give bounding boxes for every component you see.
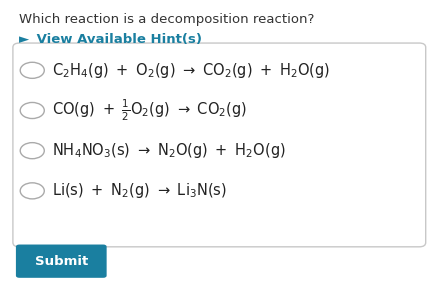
Text: $\mathrm{CO(g)\ +\ \frac{1}{2}O_2(g)\ \rightarrow\ CO_2(g)}$: $\mathrm{CO(g)\ +\ \frac{1}{2}O_2(g)\ \r… [52, 98, 247, 123]
Text: $\mathrm{NH_4NO_3(s)\ \rightarrow\ N_2O(g)\ +\ H_2O(g)}$: $\mathrm{NH_4NO_3(s)\ \rightarrow\ N_2O(… [52, 141, 286, 160]
Circle shape [20, 183, 44, 199]
Text: $\mathrm{Li(s)\ +\ N_2(g)\ \rightarrow\ Li_3N(s)}$: $\mathrm{Li(s)\ +\ N_2(g)\ \rightarrow\ … [52, 181, 227, 200]
Text: View Available Hint(s): View Available Hint(s) [32, 33, 202, 46]
Circle shape [20, 102, 44, 119]
Text: Submit: Submit [35, 255, 88, 268]
FancyBboxPatch shape [13, 43, 426, 247]
Circle shape [20, 143, 44, 159]
Text: Which reaction is a decomposition reaction?: Which reaction is a decomposition reacti… [19, 13, 315, 26]
FancyBboxPatch shape [16, 245, 107, 278]
Circle shape [20, 62, 44, 78]
Text: $\mathrm{C_2H_4(g)\ +\ O_2(g)\ \rightarrow\ CO_2(g)\ +\ H_2O(g)}$: $\mathrm{C_2H_4(g)\ +\ O_2(g)\ \rightarr… [52, 61, 330, 80]
Text: ►: ► [19, 33, 30, 46]
